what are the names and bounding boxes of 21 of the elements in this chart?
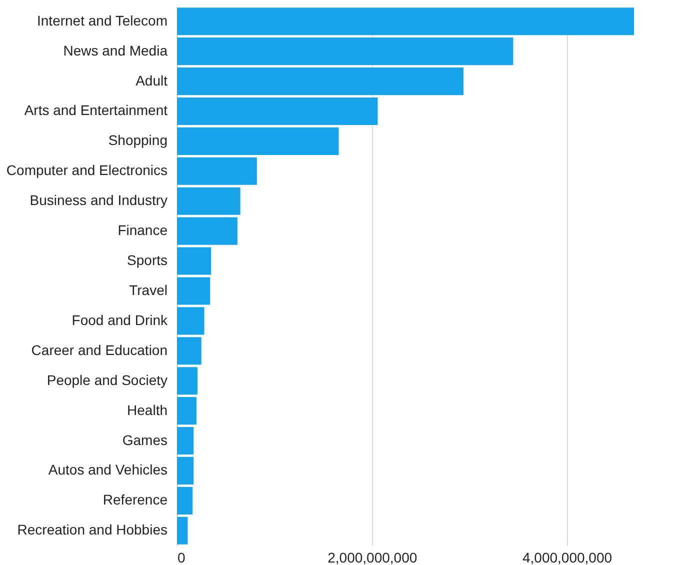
x-tick-label: 4,000,000,000 xyxy=(522,550,612,565)
y-tick-label: Travel xyxy=(129,282,168,298)
y-tick-label: Adult xyxy=(136,72,168,88)
y-tick-label: People and Society xyxy=(46,372,168,388)
y-tick-label: Computer and Electronics xyxy=(6,162,168,178)
y-tick-label: Games xyxy=(122,432,168,448)
y-tick-label: Reference xyxy=(102,492,168,508)
y-tick-label: Autos and Vehicles xyxy=(48,462,168,478)
y-tick-label: Recreation and Hobbies xyxy=(17,522,168,538)
y-tick-label: Health xyxy=(127,402,168,418)
y-tick-label: Finance xyxy=(118,222,168,238)
x-tick-label: 2,000,000,000 xyxy=(328,550,418,565)
y-tick-label: Food and Drink xyxy=(72,312,168,328)
y-tick-label: Arts and Entertainment xyxy=(24,102,168,118)
y-tick-label: Shopping xyxy=(108,132,168,148)
y-tick-label: Sports xyxy=(127,252,168,268)
y-tick-label: Internet and Telecom xyxy=(37,12,168,28)
y-tick-label: News and Media xyxy=(63,42,168,58)
y-tick-label: Career and Education xyxy=(31,342,168,358)
y-tick-label: Business and Industry xyxy=(30,192,168,208)
x-tick-label: 0 xyxy=(178,550,186,565)
